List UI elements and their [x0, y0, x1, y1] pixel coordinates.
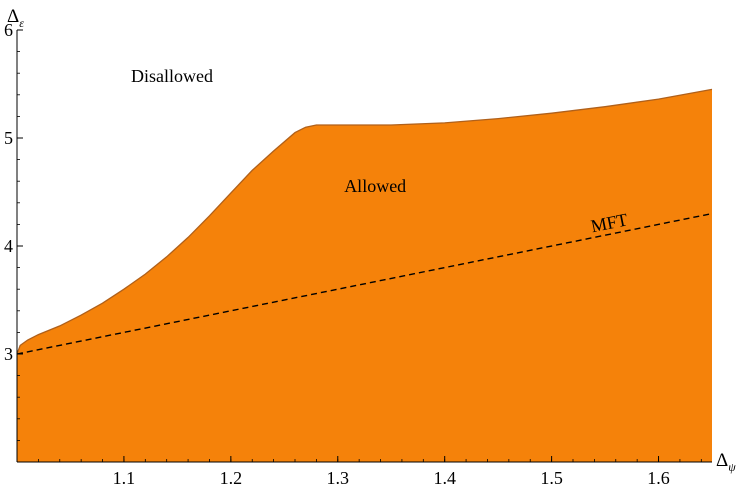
allowed-region-area — [17, 89, 712, 463]
y-tick-label: 4 — [4, 236, 13, 256]
y-axis-title: Δε — [7, 6, 24, 30]
y-tick-label: 5 — [4, 128, 13, 148]
y-axis-ticks: 3 4 5 6 — [4, 20, 23, 441]
y-tick-label: 3 — [4, 344, 13, 364]
y-axis-title-sub: ε — [19, 16, 24, 30]
x-tick-label: 1.2 — [220, 468, 243, 486]
x-axis-title-sub: ψ — [728, 460, 736, 474]
x-tick-label: 1.6 — [647, 468, 670, 486]
mft-series-line — [16, 212, 713, 355]
x-axis-title: Δψ — [716, 450, 736, 474]
x-tick-label: 1.1 — [113, 468, 136, 486]
x-axis-ticks: 1.1 1.2 1.3 1.4 1.5 1.6 — [37, 456, 702, 486]
y-axis-title-main: Δ — [7, 6, 19, 27]
annotation-disallowed: Disallowed — [131, 66, 213, 86]
x-tick-label: 1.4 — [433, 468, 456, 486]
x-tick-label: 1.3 — [327, 468, 350, 486]
y-tick-label: 6 — [4, 20, 13, 40]
x-axis-title-main: Δ — [716, 450, 728, 471]
x-tick-label: 1.5 — [540, 468, 563, 486]
annotation-allowed: Allowed — [344, 176, 406, 196]
allowed-region-boundary — [16, 88, 713, 355]
